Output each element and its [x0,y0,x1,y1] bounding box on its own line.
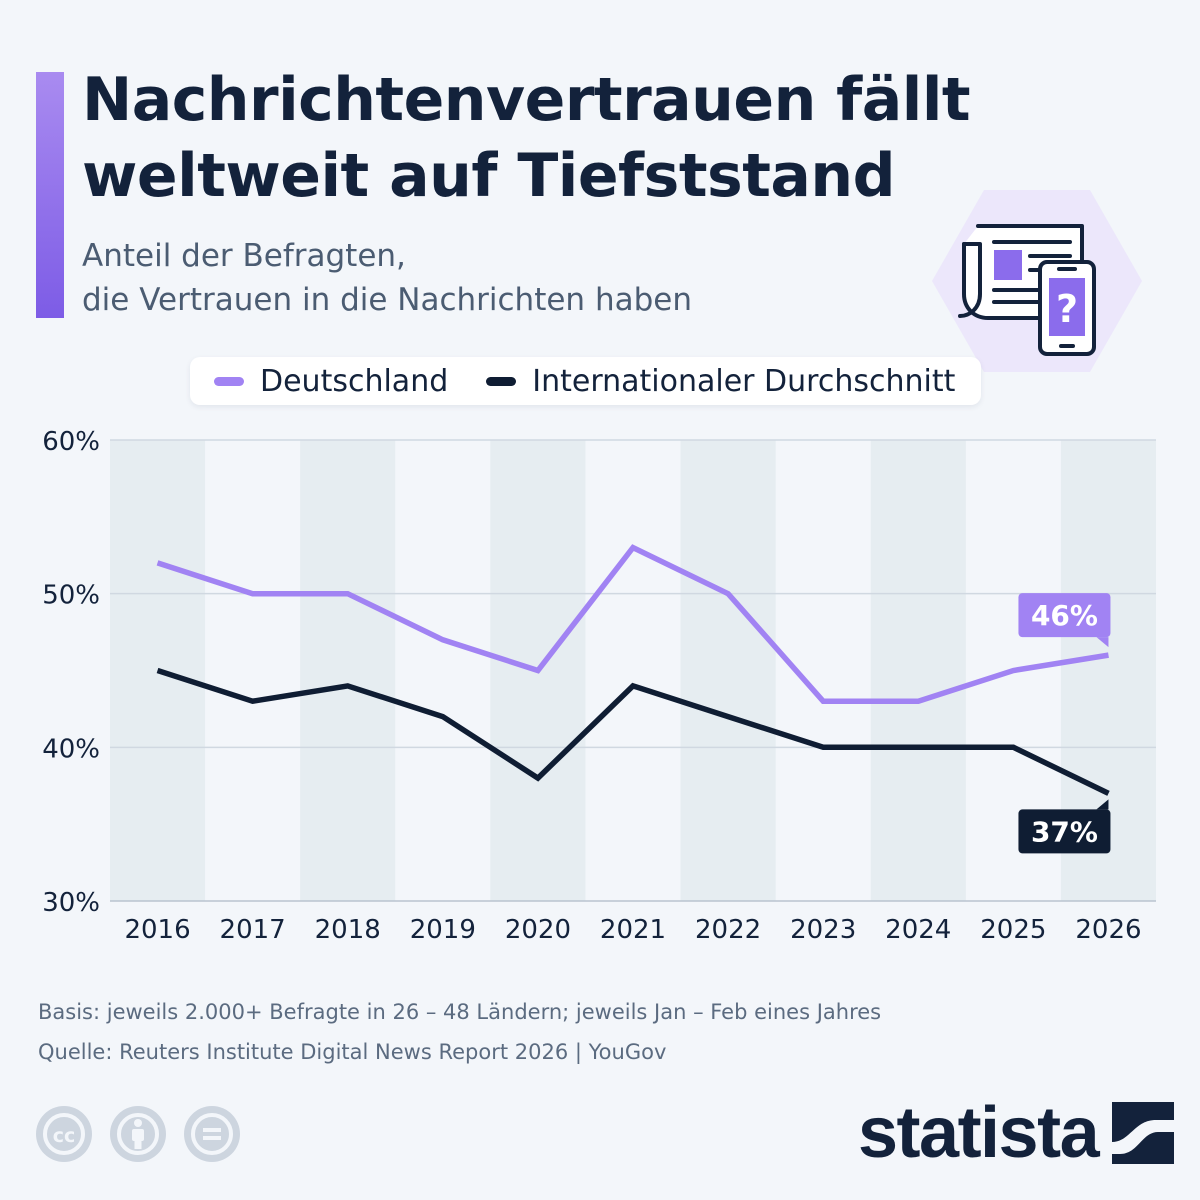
chart-title: Nachrichtenvertrauen fällt weltweit auf … [82,62,1022,214]
line-chart: 30% 40% 50% 60% 2016 2017 2018 2019 2020 2021 2022… [42,427,1156,945]
subtitle-line-1: Anteil der Befragten, [82,238,406,274]
title-line-1: Nachrichtenvertrauen fällt [82,65,971,135]
creative-commons-icon[interactable]: cc [36,1106,92,1162]
svg-text:?: ? [1056,287,1078,331]
x-tick-label: 2018 [315,915,381,945]
end-label-pointer [1096,799,1109,810]
subtitle-line-2: die Vertrauen in die Nachrichten haben [82,282,692,318]
legend-item-germany: Deutschland [214,364,448,399]
license-icons: cc [36,1106,258,1162]
y-tick-label: 30% [42,888,100,918]
end-label-international-box [1018,809,1111,854]
chart-legend: Deutschland Internationaler Durchschnitt [190,357,982,405]
statista-logo-icon [1112,1102,1175,1164]
legend-label-germany: Deutschland [260,363,449,399]
end-label-international: 37% [1031,815,1098,848]
attribution-icon[interactable] [110,1106,166,1162]
x-tick-label: 2020 [505,915,571,945]
x-tick-label: 2023 [790,915,856,945]
column-stripe [870,440,966,901]
statista-brand[interactable]: statista [858,1093,1175,1173]
column-stripe [680,440,776,901]
x-tick-label: 2026 [1075,915,1141,945]
legend-item-international: Internationaler Durchschnitt [486,364,955,399]
y-tick-label: 60% [42,427,100,457]
x-tick-label: 2025 [980,915,1046,945]
svg-text:cc: cc [53,1125,76,1147]
x-tick-label: 2021 [600,915,666,945]
y-tick-label: 40% [42,734,100,764]
newspaper-smartphone-question-icon: ? [932,190,1142,372]
statista-wordmark: statista [858,1093,1100,1173]
x-tick-label: 2017 [220,915,286,945]
end-label-germany: 46% [1031,599,1098,632]
x-tick-label: 2022 [695,915,761,945]
column-stripe [300,440,396,901]
end-label-germany-box [1018,593,1111,638]
title-line-2: weltweit auf Tiefststand [82,141,896,211]
end-label-pointer [1096,637,1109,648]
accent-bar [36,72,64,318]
y-tick-label: 50% [42,581,100,611]
x-tick-label: 2016 [124,915,190,945]
no-derivatives-icon[interactable] [184,1106,240,1162]
chart-subtitle: Anteil der Befragten, die Vertrauen in d… [82,234,882,322]
x-tick-label: 2019 [410,915,476,945]
series-line-international [156,667,1110,796]
footnote-basis: Basis: jeweils 2.000+ Befragte in 26 – 4… [38,1000,882,1024]
x-tick-label: 2024 [885,915,951,945]
footnote-source: Quelle: Reuters Institute Digital News R… [38,1040,667,1064]
legend-label-international: Internationaler Durchschnitt [532,363,956,399]
series-line-germany [156,544,1109,704]
legend-swatch-germany [214,376,244,386]
legend-swatch-international [486,376,517,386]
